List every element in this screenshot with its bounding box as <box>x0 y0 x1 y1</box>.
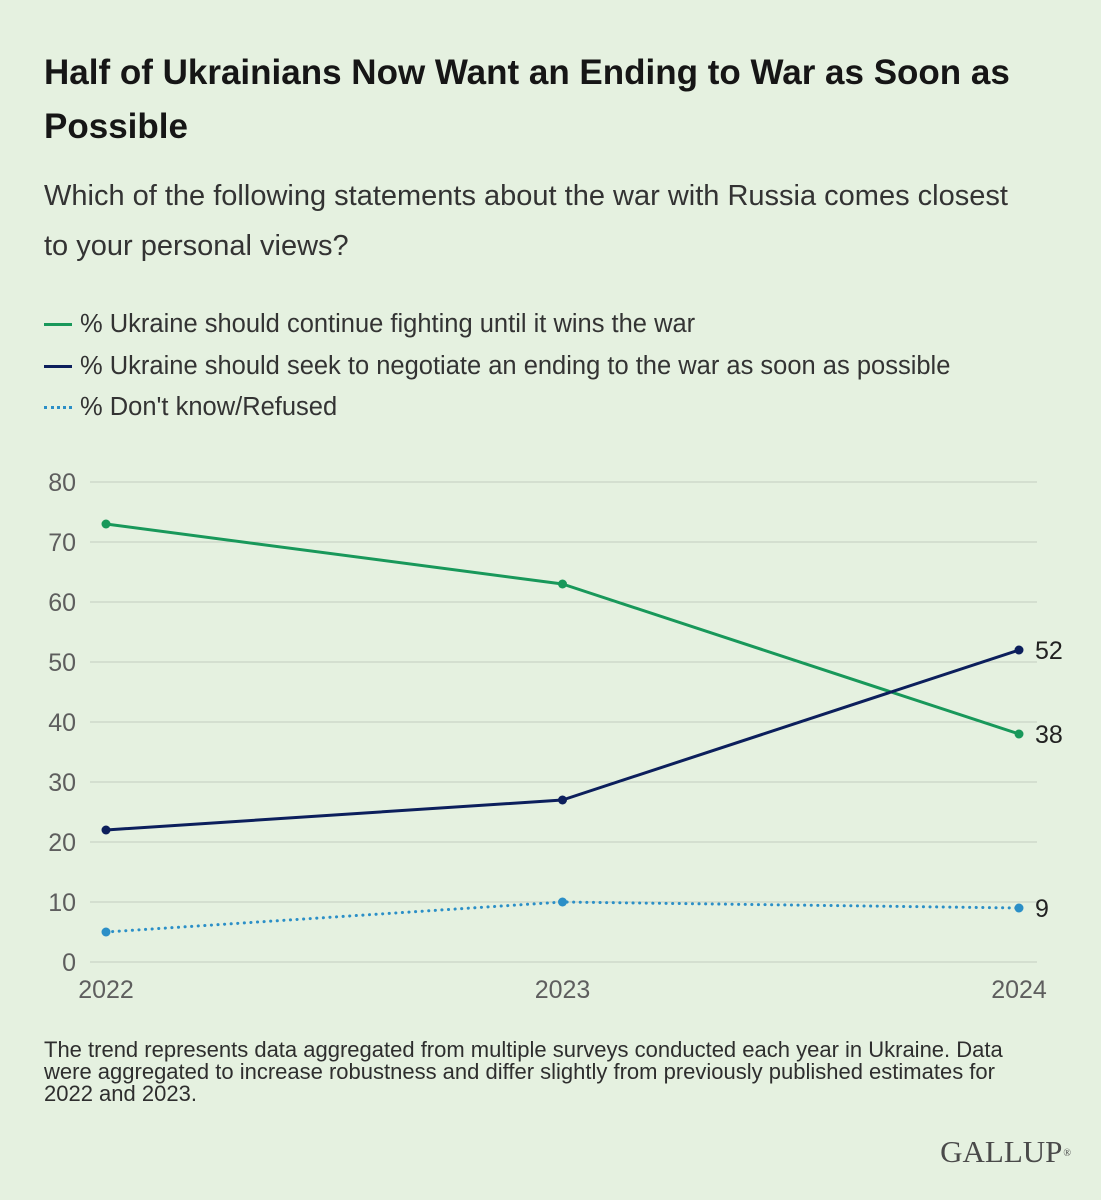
y-axis: 0 10 20 30 40 50 60 70 80 <box>48 469 76 977</box>
data-point-dont-know-refused <box>558 897 567 907</box>
y-tick-label: 20 <box>48 829 76 857</box>
data-point-negotiate-ending <box>558 795 567 805</box>
data-point-continue-fighting <box>1014 729 1024 739</box>
legend-swatch-solid-green <box>44 323 72 327</box>
data-point-negotiate-ending <box>1014 645 1024 655</box>
data-point-continue-fighting <box>101 519 111 529</box>
data-point-dont-know-refused <box>1014 903 1024 913</box>
y-tick-label: 50 <box>48 649 76 677</box>
y-tick-label: 70 <box>48 529 76 557</box>
data-point-dont-know-refused <box>101 927 111 937</box>
series-dont-know-refused <box>101 897 1024 937</box>
registered-mark: ® <box>1063 1148 1071 1159</box>
footnote: The trend represents data aggregated fro… <box>44 1037 1003 1106</box>
legend-label: % Ukraine should seek to negotiate an en… <box>80 351 951 380</box>
y-tick-label: 60 <box>48 589 76 617</box>
data-labels: 38 52 9 <box>1035 637 1063 923</box>
gallup-logo: GALLUP® <box>940 1136 1071 1167</box>
line-dont-know-refused <box>104 900 1021 934</box>
legend-item-dont-know-refused: % Don't know/Refused <box>44 387 950 429</box>
chart-title: Half of Ukrainians Now Want an Ending to… <box>44 53 1010 146</box>
series-continue-fighting <box>101 519 1024 739</box>
gridlines <box>90 481 1037 963</box>
legend-swatch-solid-navy <box>44 364 72 368</box>
y-tick-label: 30 <box>48 769 76 797</box>
legend-item-negotiate-ending: % Ukraine should seek to negotiate an en… <box>44 346 950 388</box>
chart-subtitle: Which of the following statements about … <box>44 180 1008 262</box>
legend-label: % Don't know/Refused <box>80 393 338 422</box>
data-label-dont-know-refused: 9 <box>1035 895 1049 923</box>
legend-item-continue-fighting: % Ukraine should continue fighting until… <box>44 304 950 346</box>
x-tick-label: 2024 <box>991 976 1047 1004</box>
x-tick-label: 2022 <box>78 976 134 1004</box>
y-tick-label: 80 <box>48 469 76 497</box>
legend-swatch-dotted-blue <box>44 406 72 410</box>
series <box>101 519 1024 937</box>
data-label-continue-fighting: 38 <box>1035 721 1063 749</box>
x-tick-label: 2023 <box>535 976 591 1004</box>
series-negotiate-ending <box>101 645 1024 835</box>
brand-wordmark: GALLUP <box>940 1134 1063 1169</box>
legend: % Ukraine should continue fighting until… <box>44 304 950 429</box>
data-point-negotiate-ending <box>101 825 111 835</box>
legend-label: % Ukraine should continue fighting until… <box>80 310 696 339</box>
y-tick-label: 40 <box>48 709 76 737</box>
line-chart: 0 10 20 30 40 50 60 70 80 2022 2023 2024 38 52 9 <box>48 469 1063 1004</box>
y-tick-label: 10 <box>48 889 76 917</box>
data-point-continue-fighting <box>558 579 567 589</box>
x-axis: 2022 2023 2024 <box>78 976 1047 1004</box>
line-continue-fighting <box>104 522 1021 736</box>
data-label-negotiate-ending: 52 <box>1035 637 1063 665</box>
y-tick-label: 0 <box>62 949 76 977</box>
